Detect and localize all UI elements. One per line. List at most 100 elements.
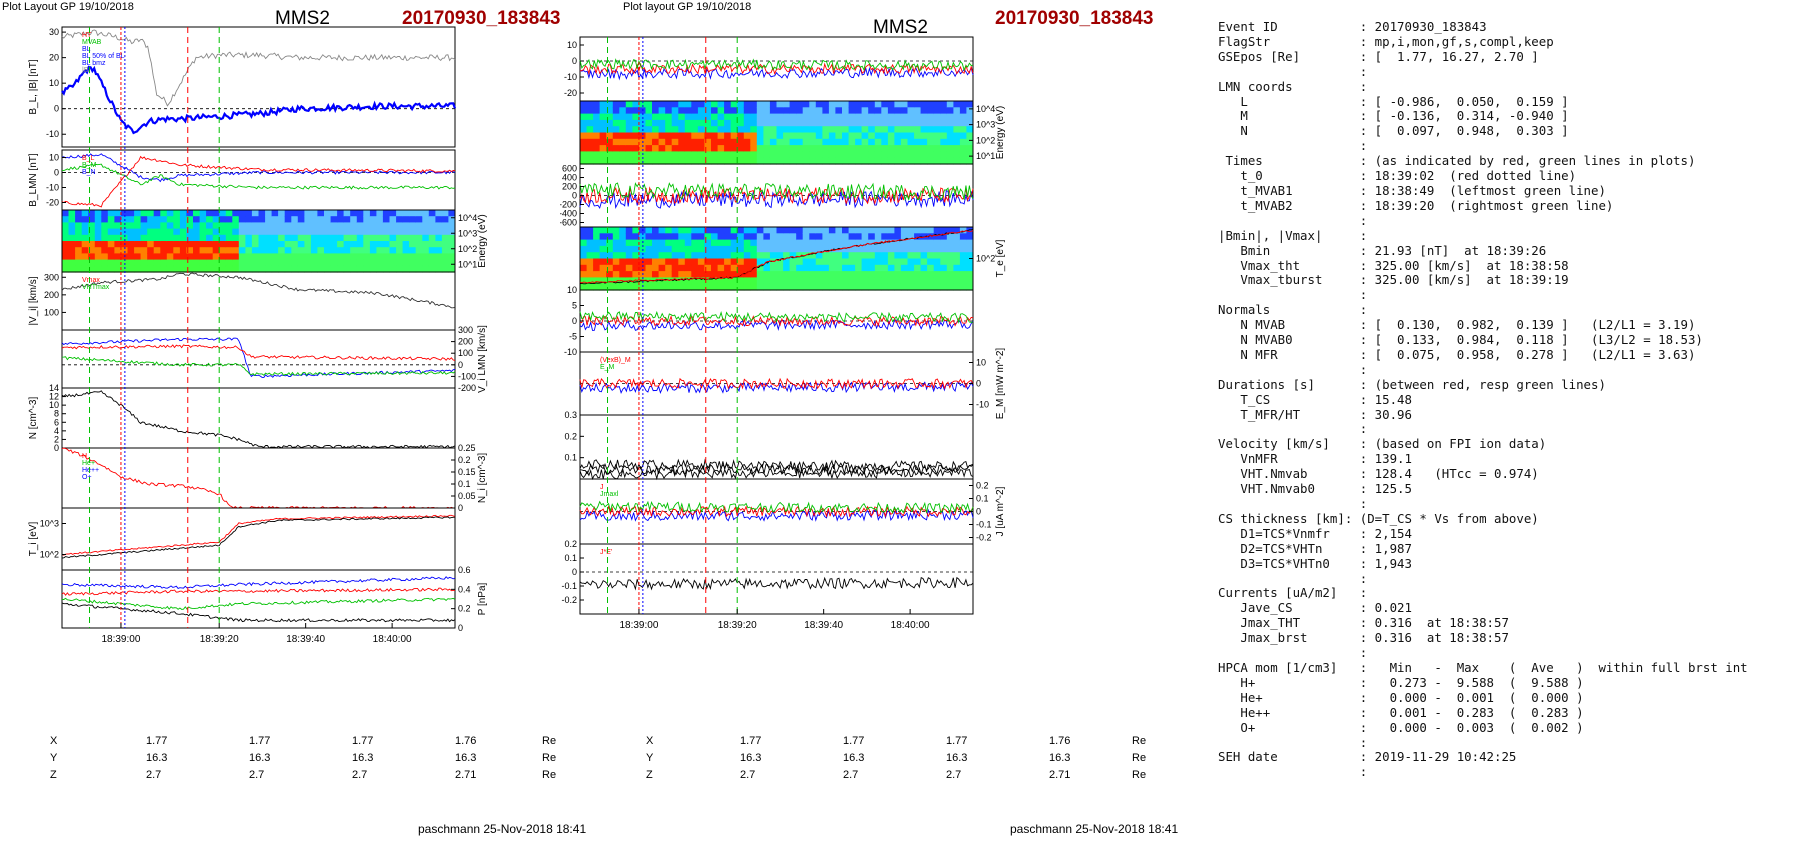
ytick-R8-0: -0.2 <box>976 533 992 543</box>
ytick-R8-3: 0.1 <box>976 494 989 504</box>
ylabel-L3: Energy (eV) <box>477 214 488 267</box>
ytick-R1-3: 10 <box>567 40 577 50</box>
ytick-R6-2: 10 <box>976 358 986 368</box>
time-tick-0: 18:39:00 <box>101 634 140 645</box>
ytick-L2-2: 0 <box>54 168 59 178</box>
panel-R9: -0.2-0.100.10.2J*E' [nW m^-3]J*E' <box>561 539 974 615</box>
right-pos-y-2: 16.3 <box>843 752 865 764</box>
legend-L1-4: BL bmz <box>82 60 106 67</box>
series-L1-BL <box>61 65 457 135</box>
legend-R8-1: Jmaxl <box>600 491 619 498</box>
series-R6-1 <box>579 377 974 390</box>
legend-L1-1: MVAB <box>82 39 102 46</box>
right-spacecraft-title: MMS2 <box>873 17 928 38</box>
ylabel-R6: E_M [mW m^-2] <box>995 348 1006 420</box>
left-layout-label: Plot Layout GP 19/10/2018 <box>2 1 134 13</box>
ytick-L1-3: 20 <box>49 53 59 63</box>
ytick-L2-0: -20 <box>46 198 59 208</box>
ylabel-L8: T_i [eV] <box>28 522 39 557</box>
left-pos-x-1: 1.77 <box>146 735 168 747</box>
series-R7-2 <box>579 458 974 472</box>
left-footer: paschmann 25-Nov-2018 18:41 <box>418 822 587 836</box>
series-L5-V_N <box>61 356 456 377</box>
legend-R6-0: (VexB)_M <box>600 357 631 364</box>
legend-L4-0: Vmax <box>82 277 100 284</box>
time-tick-1: 18:39:20 <box>200 634 239 645</box>
ytick-R1-1: -10 <box>564 72 577 82</box>
ytick-L3-1: 10^2 <box>458 244 477 254</box>
series-L8-T_perp <box>61 516 456 559</box>
series-R9-0 <box>579 576 974 591</box>
series-L9-P_tot <box>61 602 456 623</box>
right-pos-z-4: 2.71 <box>1049 769 1071 781</box>
ytick-L9-3: 0.6 <box>458 565 471 575</box>
ytick-L6-3: 6 <box>54 417 59 427</box>
left-pos-axis-x: X <box>50 735 58 747</box>
ytick-L9-0: 0 <box>458 623 463 633</box>
left-position-table: X 1.77 1.77 1.77 1.76 Re Y 16.3 16.3 16.… <box>0 0 560 800</box>
time-tick-2: 18:39:40 <box>804 620 843 631</box>
left-pos-y-1: 16.3 <box>146 752 168 764</box>
left-pos-z-3: 2.7 <box>352 769 368 781</box>
series-L8-T_ll <box>61 514 456 556</box>
ytick-L4-0: 100 <box>44 307 59 317</box>
ytick-R8-2: 0 <box>976 507 981 517</box>
ytick-R2-1: 10^2 <box>976 135 995 145</box>
left-event-id: 20170930_183843 <box>402 8 561 29</box>
series-L2-B_M <box>61 155 456 208</box>
spectrogram-L3 <box>62 210 456 273</box>
series-R1-2 <box>579 58 974 72</box>
right-pos-y-4: 16.3 <box>1049 752 1071 764</box>
ylabel-L1: B_L, |B| [nT] <box>28 59 39 114</box>
panel-R3: -600-400-2000200400600V_e LMN [km/s] <box>560 163 974 228</box>
legend-L2-0: B_L <box>82 155 95 162</box>
series-L2-B_N <box>61 163 456 190</box>
time-tick-0: 18:39:00 <box>619 620 658 631</box>
ytick-L5-2: 0 <box>458 360 463 370</box>
ytick-R3-4: 200 <box>562 182 577 192</box>
series-R7-0 <box>579 466 974 481</box>
ytick-L7-2: 0.1 <box>458 479 471 489</box>
ytick-L9-1: 0.2 <box>458 604 471 614</box>
series-R8-1 <box>579 505 974 518</box>
ytick-L7-0: 0 <box>458 503 463 513</box>
ytick-L7-4: 0.2 <box>458 455 471 465</box>
ytick-R1-0: -20 <box>564 88 577 98</box>
panel-L3: 10^1 10^2 10^3 10^4 Energy (eV) <box>61 209 488 273</box>
ytick-R3-0: -600 <box>560 218 577 228</box>
ytick-R3-2: -200 <box>560 200 577 210</box>
left-pos-y-4: 16.3 <box>455 752 477 764</box>
series-R5-2 <box>579 310 974 324</box>
ytick-R7-2: 0.3 <box>564 410 577 420</box>
time-tick-1: 18:39:20 <box>718 620 757 631</box>
ytick-L5-5: 300 <box>458 325 473 335</box>
legend-L7-1: He+ <box>82 460 95 467</box>
right-pos-y-unit: Re <box>1132 752 1147 764</box>
time-tick-3: 18:40:00 <box>891 620 930 631</box>
right-position-table: X 1.77 1.77 1.77 1.76 Re Y 16.3 16.3 16.… <box>646 735 1147 781</box>
ytick-L5-3: 100 <box>458 348 473 358</box>
legend-R9-0: J*E' <box>600 549 612 556</box>
ytick-R3-6: 600 <box>562 164 577 174</box>
ytick-R9-2: 0 <box>572 567 577 577</box>
series-L9-P_B <box>61 576 456 589</box>
ytick-R2-2: 10^3 <box>976 120 995 130</box>
series-R7-1 <box>579 463 974 476</box>
series-R4-1 <box>579 230 974 284</box>
right-pos-x-2: 1.77 <box>843 735 865 747</box>
ytick-L3-0: 10^1 <box>458 259 477 269</box>
ytick-R4-0: 10^2 <box>976 254 995 264</box>
ytick-R3-1: -400 <box>560 209 577 219</box>
ytick-R9-1: -0.1 <box>561 581 577 591</box>
ytick-L3-3: 10^4 <box>458 213 477 223</box>
right-pos-y-1: 16.3 <box>740 752 762 764</box>
series-L9-P_i <box>61 587 456 596</box>
series-R1-0 <box>579 66 974 81</box>
legend-L2-1: B_M <box>82 162 97 169</box>
left-pos-z-4: 2.71 <box>455 769 477 781</box>
right-event-id: 20170930_183843 <box>995 8 1154 29</box>
